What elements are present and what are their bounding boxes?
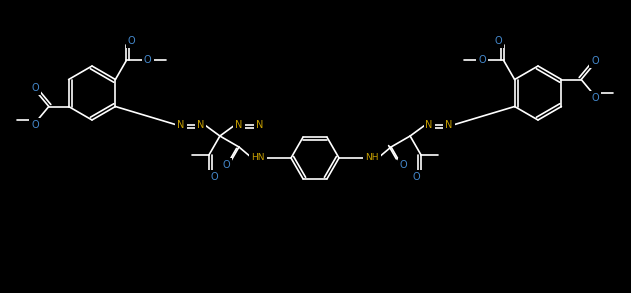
Text: O: O: [591, 93, 599, 103]
Text: N: N: [235, 120, 243, 130]
Text: N: N: [177, 120, 185, 130]
Text: N: N: [197, 120, 204, 130]
Text: O: O: [127, 36, 135, 46]
Text: O: O: [31, 83, 38, 93]
Text: O: O: [31, 120, 38, 130]
Text: N: N: [445, 120, 452, 130]
Text: O: O: [478, 55, 486, 65]
Text: HN: HN: [251, 154, 265, 163]
Text: N: N: [256, 120, 264, 130]
Text: O: O: [144, 55, 151, 65]
Text: NH: NH: [365, 154, 379, 163]
Text: O: O: [412, 172, 420, 182]
Text: O: O: [210, 172, 218, 182]
Text: O: O: [223, 160, 230, 170]
Text: N: N: [425, 120, 433, 130]
Text: O: O: [591, 56, 599, 66]
Text: O: O: [495, 36, 502, 46]
Text: O: O: [400, 160, 408, 170]
